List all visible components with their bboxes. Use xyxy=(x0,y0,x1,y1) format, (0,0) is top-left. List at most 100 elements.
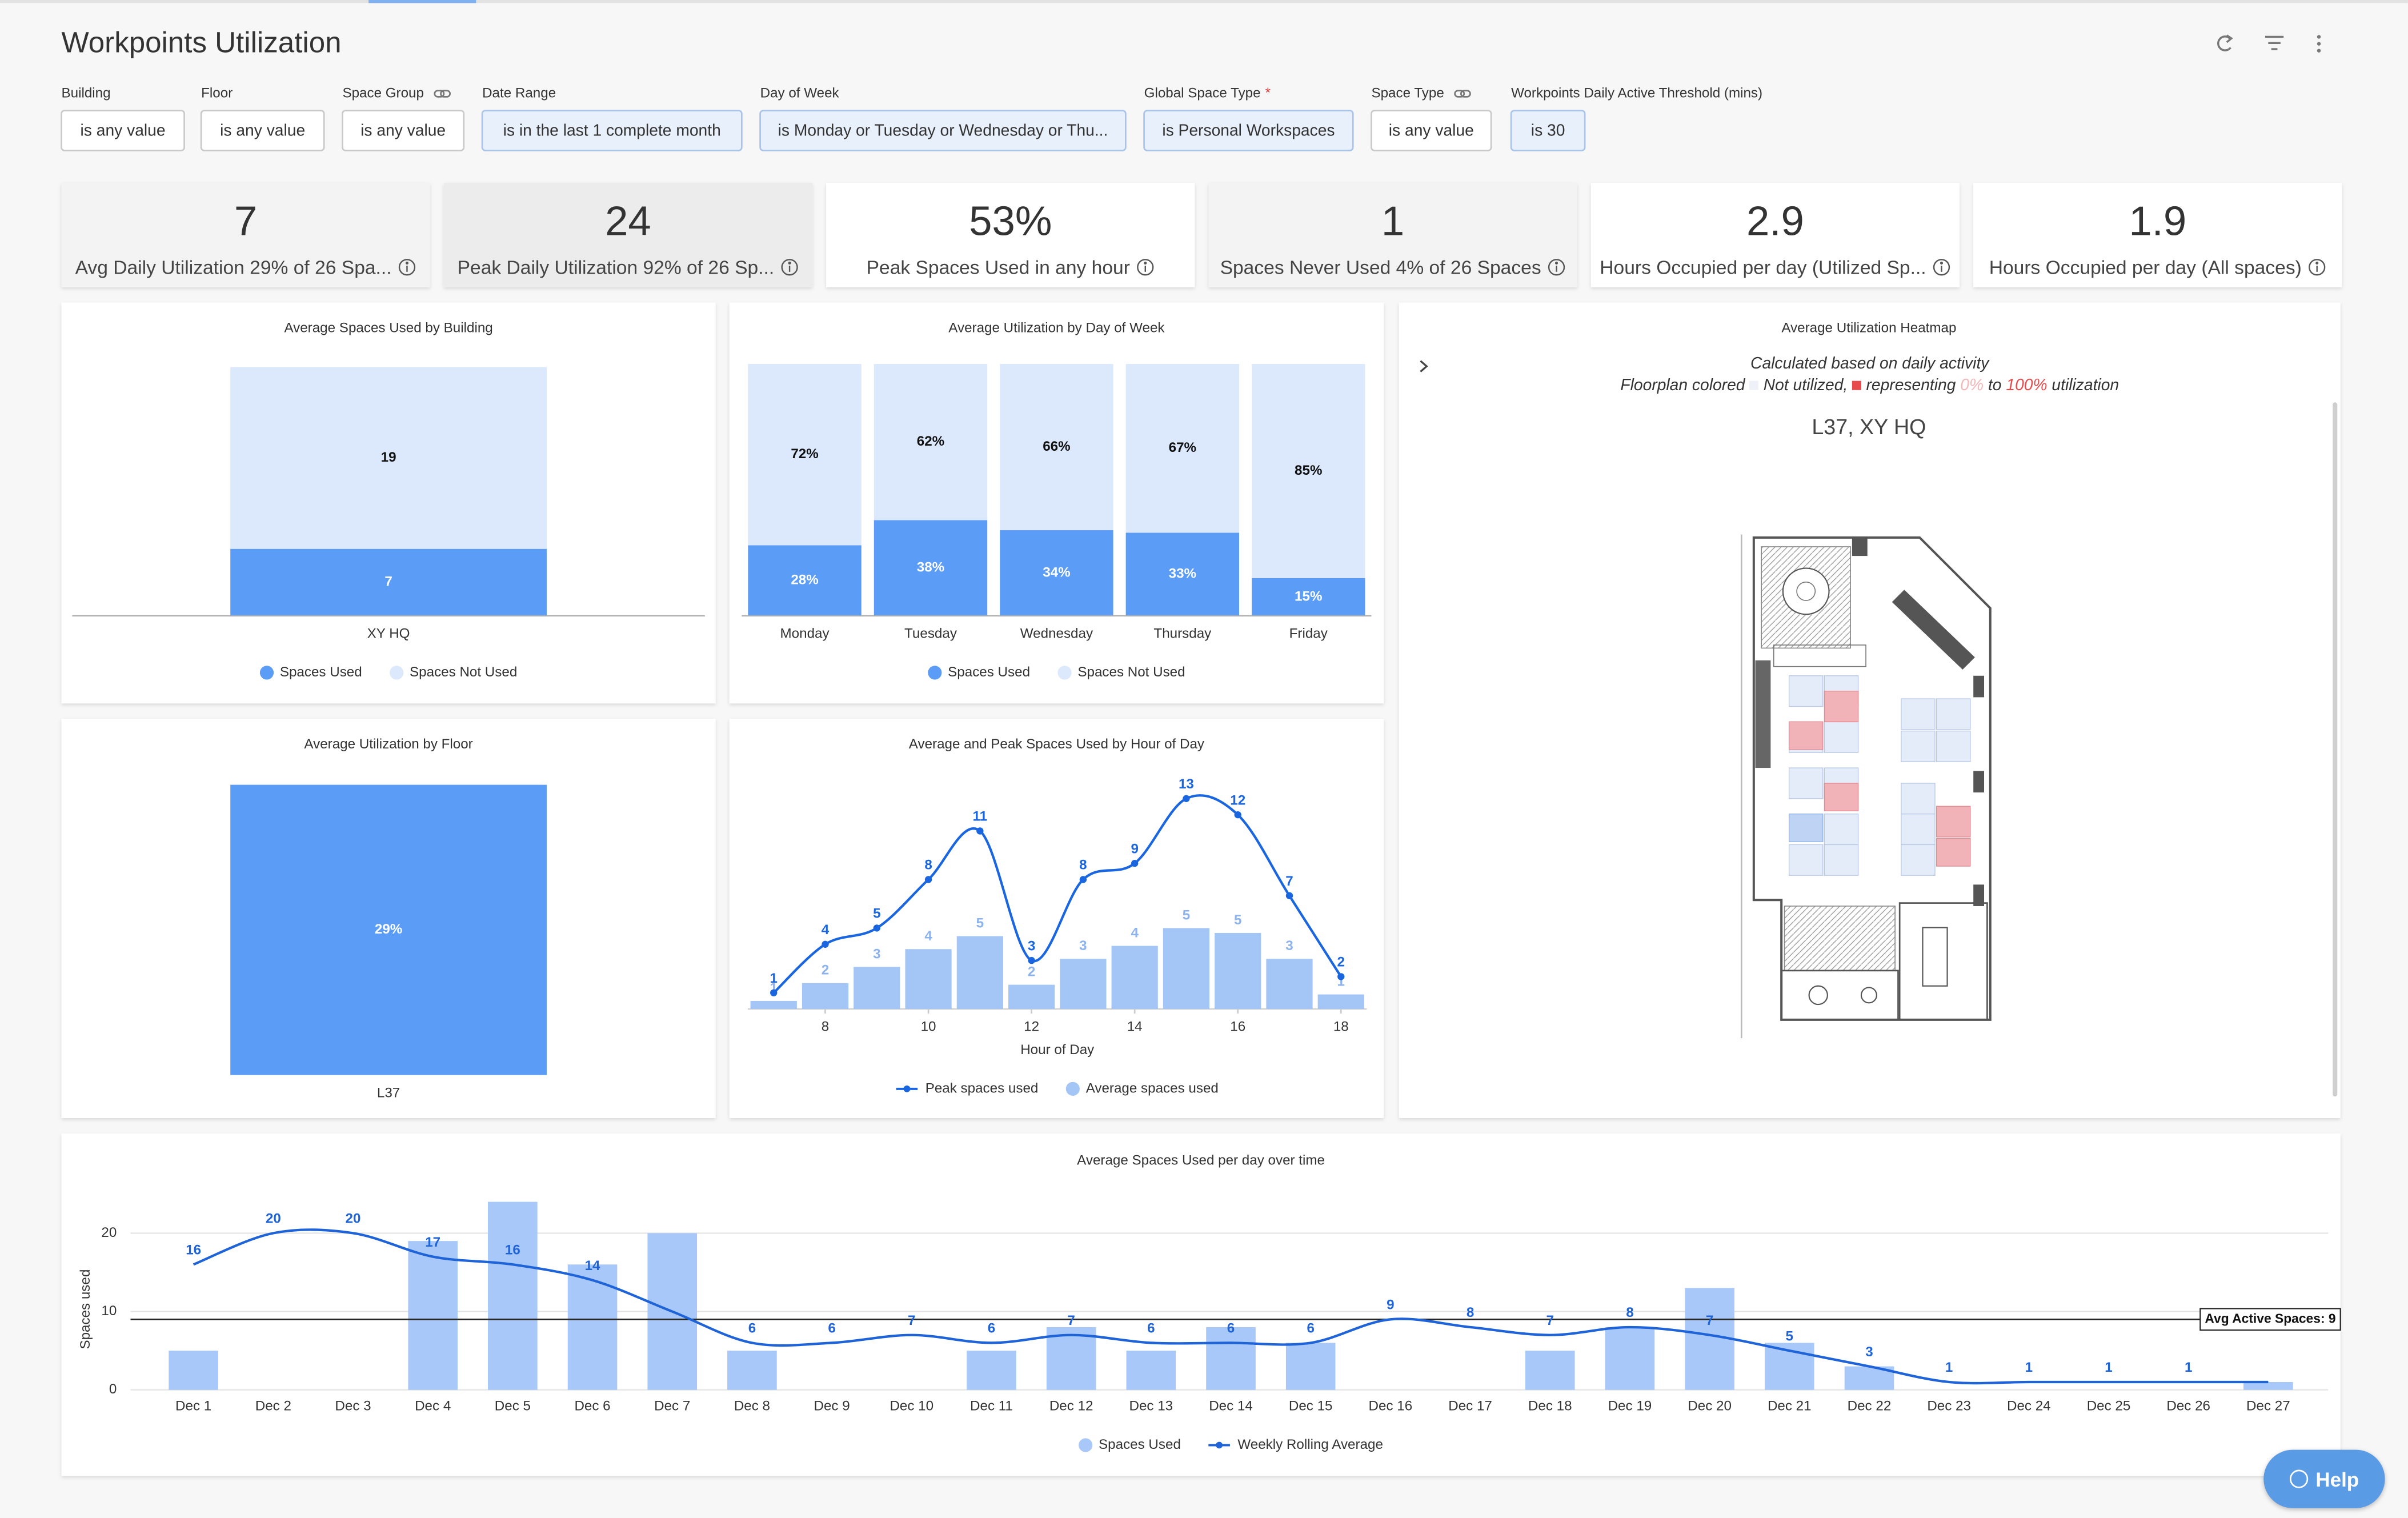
x-tick-label: 18 xyxy=(1333,1019,1349,1035)
legend-marker xyxy=(1057,666,1072,680)
legend-text: to xyxy=(1988,376,2002,395)
bar xyxy=(1008,984,1055,1010)
legend-marker xyxy=(390,666,404,680)
data-label: 1 xyxy=(2025,1360,2033,1375)
bar xyxy=(1605,1327,1655,1390)
filter-box[interactable] xyxy=(200,110,325,151)
x-tick-label: Wednesday xyxy=(1020,626,1093,642)
panel-title: Average Utilization by Floor xyxy=(304,736,472,752)
data-label: 7 xyxy=(1067,1313,1075,1328)
y-tick-label: 20 xyxy=(101,1225,117,1240)
menu-icon[interactable] xyxy=(2317,35,2321,53)
data-label: 7 xyxy=(1706,1313,1713,1328)
bar xyxy=(1215,932,1261,1010)
bar xyxy=(905,949,952,1010)
x-tick-label: Dec 23 xyxy=(1927,1399,1971,1414)
data-label: 7 xyxy=(384,574,392,590)
floor-title: L37, XY HQ xyxy=(1812,415,1926,439)
data-label: 19 xyxy=(381,450,396,465)
data-label: 2 xyxy=(1028,964,1035,979)
point xyxy=(976,827,984,835)
bar xyxy=(1266,959,1313,1010)
legend-marker xyxy=(259,666,274,680)
point xyxy=(1285,892,1293,899)
bar xyxy=(1060,959,1107,1010)
filter-value: is Monday or Tuesday or Wednesday or Thu… xyxy=(778,121,1108,139)
data-label: 8 xyxy=(1467,1305,1474,1320)
legend-label: Spaces Not Used xyxy=(410,664,517,680)
legend-marker xyxy=(1216,1441,1223,1449)
data-label: 3 xyxy=(1028,938,1035,954)
kpi-value: 53% xyxy=(969,198,1052,245)
filter-box[interactable] xyxy=(1371,110,1492,151)
filter-value: is any value xyxy=(1389,121,1474,139)
filter-box[interactable] xyxy=(1510,110,1586,151)
data-label: 8 xyxy=(1079,858,1087,873)
kpi-value: 24 xyxy=(605,198,651,245)
bar-segment xyxy=(1125,532,1240,616)
kpi-label: Avg Daily Utilization 29% of 26 Spa... xyxy=(75,257,392,278)
filter-box[interactable] xyxy=(759,110,1127,151)
info-icon[interactable] xyxy=(1933,259,1950,276)
link-part xyxy=(1454,90,1465,98)
legend-label: Weekly Rolling Average xyxy=(1237,1437,1383,1452)
legend-marker xyxy=(1079,1438,1093,1452)
heatmap-subtitle: Calculated based on daily activity xyxy=(1750,354,1989,374)
kpi-tile xyxy=(443,182,813,287)
x-tick-label: Dec 25 xyxy=(2087,1399,2131,1414)
kpi-value: 7 xyxy=(234,198,257,245)
bar-segment xyxy=(748,545,862,616)
kpi-label: Hours Occupied per day (All spaces) xyxy=(1989,257,2302,278)
data-label: 72% xyxy=(791,446,818,462)
x-tick-label: Dec 1 xyxy=(175,1399,211,1414)
data-label: 66% xyxy=(1043,439,1070,454)
panel-title: Average and Peak Spaces Used by Hour of … xyxy=(909,736,1205,752)
filter-box[interactable] xyxy=(61,110,185,151)
refresh-icon[interactable] xyxy=(2217,34,2233,51)
x-tick-label: Dec 26 xyxy=(2166,1399,2210,1414)
x-axis-title: Hour of Day xyxy=(1020,1042,1095,1058)
kpi-tile xyxy=(1590,182,1960,287)
data-label: 15% xyxy=(1295,588,1322,604)
expand-chevron[interactable] xyxy=(1420,360,1428,373)
bar-segment xyxy=(1000,530,1113,616)
info-icon[interactable] xyxy=(1137,259,1154,276)
bar-segment xyxy=(748,364,862,546)
y-axis-title: Spaces used xyxy=(78,1269,93,1349)
data-label: 14 xyxy=(585,1258,600,1273)
filter-box[interactable] xyxy=(342,110,465,151)
bar-segment xyxy=(874,364,988,520)
data-label: 2 xyxy=(1337,955,1345,970)
data-label: 29% xyxy=(375,922,402,937)
data-label: 20 xyxy=(346,1211,361,1227)
link-part xyxy=(440,90,451,98)
panel xyxy=(729,719,1384,1118)
data-label: 6 xyxy=(988,1321,995,1336)
data-label: 17 xyxy=(425,1235,440,1250)
bar xyxy=(802,983,849,1010)
info-icon[interactable] xyxy=(1548,259,1565,276)
data-label: 3 xyxy=(873,946,880,962)
x-tick-label: Dec 19 xyxy=(1608,1399,1652,1414)
info-icon[interactable] xyxy=(781,259,798,276)
legend-text: 100% xyxy=(2006,376,2048,395)
info-icon[interactable] xyxy=(398,259,416,276)
data-label: 20 xyxy=(266,1211,281,1227)
filter-box[interactable] xyxy=(481,110,743,151)
y-tick-label: 0 xyxy=(109,1381,117,1397)
filter-icon[interactable] xyxy=(2265,35,2284,50)
heatmap-legend: Floorplan colored Not utilized, representi… xyxy=(1399,377,2341,395)
point xyxy=(1131,859,1139,867)
info-circle xyxy=(398,259,416,276)
data-label: 3 xyxy=(1865,1344,1873,1360)
info-icon[interactable] xyxy=(2309,259,2326,276)
legend-marker xyxy=(903,1085,911,1092)
filter-box[interactable] xyxy=(1143,110,1354,151)
help-button[interactable]: Help xyxy=(2263,1449,2385,1508)
bar xyxy=(567,1264,618,1390)
scrollbar[interactable] xyxy=(2333,402,2338,1097)
kpi-label: Peak Daily Utilization 92% of 26 Sp... xyxy=(458,257,775,278)
data-label: 2 xyxy=(822,963,829,978)
x-tick-label: Dec 6 xyxy=(574,1399,610,1414)
info-dot xyxy=(2315,261,2319,265)
